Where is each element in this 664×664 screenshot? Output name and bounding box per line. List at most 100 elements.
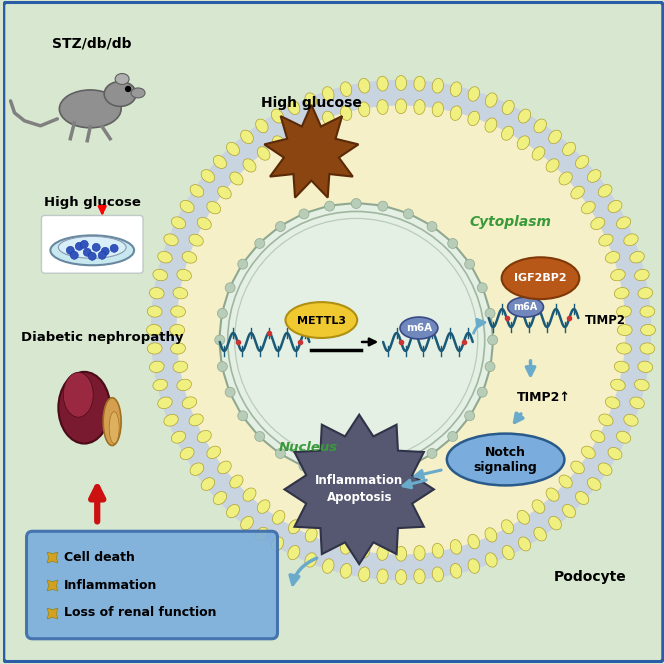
Ellipse shape [59, 90, 121, 127]
Ellipse shape [599, 414, 613, 426]
Ellipse shape [606, 397, 620, 408]
Circle shape [88, 252, 96, 260]
Text: TIMP2↑: TIMP2↑ [517, 391, 570, 404]
Ellipse shape [288, 126, 301, 140]
Ellipse shape [323, 535, 334, 549]
Ellipse shape [641, 325, 655, 335]
Ellipse shape [171, 343, 185, 354]
Ellipse shape [305, 93, 317, 107]
Ellipse shape [189, 414, 203, 426]
Ellipse shape [153, 270, 167, 281]
Circle shape [465, 411, 475, 421]
Ellipse shape [450, 82, 461, 96]
Ellipse shape [131, 88, 145, 98]
Ellipse shape [190, 463, 204, 475]
Ellipse shape [147, 325, 161, 335]
Ellipse shape [546, 488, 559, 501]
Text: IGF2BP2: IGF2BP2 [514, 273, 567, 284]
Ellipse shape [272, 109, 284, 123]
Ellipse shape [616, 217, 631, 229]
Ellipse shape [618, 325, 632, 335]
Circle shape [220, 203, 493, 477]
Circle shape [404, 461, 414, 471]
Ellipse shape [182, 397, 197, 408]
Circle shape [255, 432, 265, 442]
Circle shape [101, 247, 109, 255]
Ellipse shape [201, 477, 214, 491]
Ellipse shape [50, 235, 134, 265]
Ellipse shape [485, 93, 497, 107]
Ellipse shape [606, 252, 620, 263]
Ellipse shape [272, 511, 285, 524]
Ellipse shape [197, 430, 211, 442]
Ellipse shape [177, 270, 191, 281]
Ellipse shape [450, 540, 461, 554]
Ellipse shape [571, 461, 584, 473]
Circle shape [378, 469, 388, 479]
Ellipse shape [149, 361, 164, 373]
Ellipse shape [243, 488, 256, 501]
Ellipse shape [230, 475, 243, 488]
Text: Podocyte: Podocyte [554, 570, 627, 584]
Circle shape [465, 259, 475, 269]
Circle shape [276, 222, 286, 232]
Ellipse shape [468, 87, 479, 101]
Circle shape [325, 201, 335, 211]
Ellipse shape [377, 76, 388, 91]
Ellipse shape [532, 147, 544, 160]
Ellipse shape [562, 505, 576, 518]
Circle shape [151, 80, 651, 580]
Ellipse shape [507, 297, 543, 317]
Circle shape [217, 308, 227, 318]
Ellipse shape [286, 302, 357, 338]
Ellipse shape [213, 155, 226, 169]
Ellipse shape [414, 100, 425, 114]
Ellipse shape [359, 543, 370, 558]
Ellipse shape [396, 546, 406, 561]
Circle shape [325, 469, 335, 479]
Ellipse shape [58, 372, 110, 444]
Ellipse shape [359, 567, 370, 582]
Text: Diabetic nephropathy: Diabetic nephropathy [21, 331, 183, 345]
Ellipse shape [571, 187, 584, 199]
Text: Loss of renal function: Loss of renal function [64, 606, 217, 620]
Ellipse shape [485, 553, 497, 567]
Circle shape [80, 240, 88, 248]
Ellipse shape [611, 379, 625, 390]
Ellipse shape [323, 87, 334, 101]
Circle shape [98, 251, 106, 259]
Ellipse shape [158, 252, 172, 263]
Ellipse shape [149, 288, 164, 299]
Ellipse shape [396, 76, 406, 90]
Ellipse shape [534, 119, 546, 133]
Ellipse shape [213, 491, 226, 505]
Ellipse shape [377, 546, 388, 560]
Ellipse shape [468, 559, 479, 573]
Ellipse shape [197, 218, 211, 230]
Ellipse shape [598, 463, 612, 475]
Ellipse shape [171, 217, 185, 229]
Ellipse shape [170, 325, 185, 335]
Circle shape [177, 106, 625, 554]
Ellipse shape [243, 159, 256, 172]
Circle shape [351, 199, 361, 208]
Ellipse shape [611, 270, 625, 281]
Ellipse shape [341, 564, 352, 578]
Circle shape [225, 387, 235, 397]
Ellipse shape [147, 306, 162, 317]
Ellipse shape [230, 172, 243, 185]
Ellipse shape [640, 343, 655, 354]
Ellipse shape [323, 111, 334, 125]
Ellipse shape [576, 155, 589, 169]
Ellipse shape [630, 252, 644, 263]
Ellipse shape [103, 398, 121, 446]
Ellipse shape [582, 201, 595, 214]
Circle shape [448, 238, 457, 248]
Ellipse shape [519, 537, 531, 551]
Ellipse shape [189, 234, 203, 246]
Ellipse shape [190, 185, 204, 197]
Ellipse shape [614, 288, 629, 299]
Ellipse shape [305, 528, 317, 542]
Ellipse shape [562, 142, 576, 155]
Ellipse shape [323, 559, 334, 573]
